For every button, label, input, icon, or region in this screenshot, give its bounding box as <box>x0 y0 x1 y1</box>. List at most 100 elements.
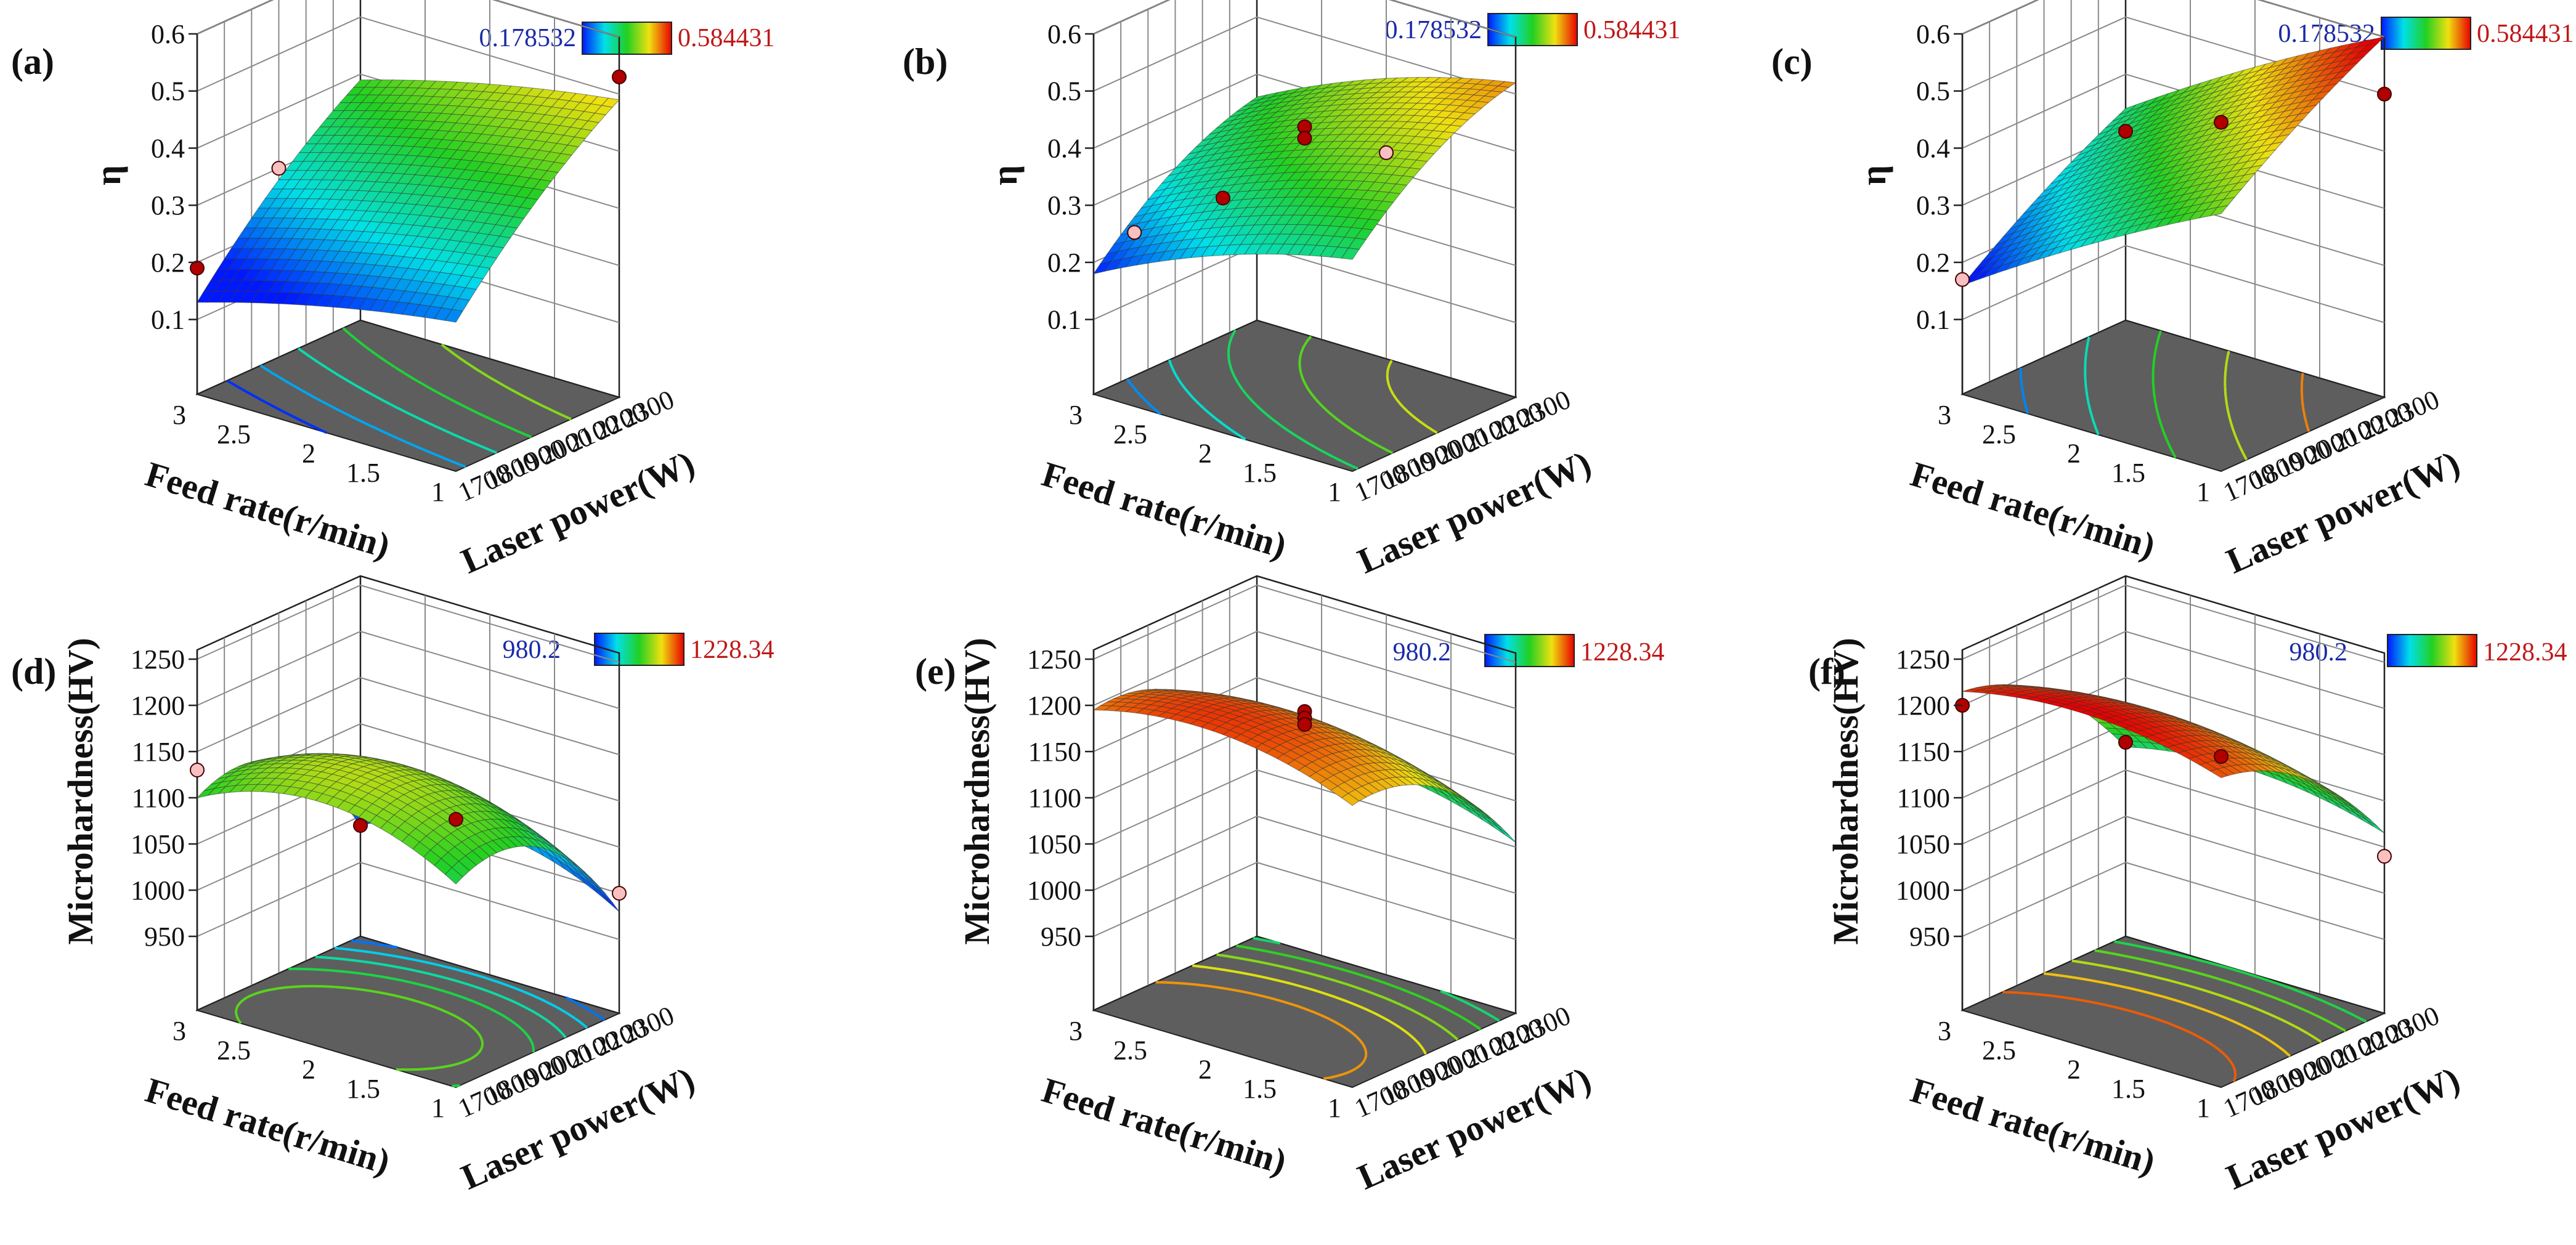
z-tick-label: 0.4 <box>151 133 185 163</box>
grid-line <box>1093 769 1516 848</box>
contour-line <box>2114 940 2367 1023</box>
z-axis-title: η <box>1853 165 1893 185</box>
contour-line <box>2019 368 2030 415</box>
design-points <box>190 763 627 901</box>
z-tick-label: 950 <box>144 922 185 952</box>
z-axis-title: Microhardness(HV) <box>1826 638 1866 944</box>
z-tick-label: 1050 <box>1896 829 1950 859</box>
z-tick-label: 1200 <box>131 691 185 721</box>
contour-lines <box>235 939 606 1087</box>
contour-line <box>1253 936 1500 1022</box>
grid-line <box>1093 676 1516 755</box>
y-tick-label: 1.5 <box>2111 1074 2145 1104</box>
z-tick-label: 0.4 <box>1047 133 1081 163</box>
colorbar: 980.2 1228.34 <box>1393 634 1665 667</box>
panel-d: (d) 980.2 1228.34 950 1000 1050 1100 1150 120… <box>11 575 774 1198</box>
contour-floor <box>1960 935 2386 1089</box>
grid-line <box>197 16 620 95</box>
grid-line <box>1093 16 1516 95</box>
contour-line <box>259 364 466 468</box>
x-tick-label: 2300 <box>617 384 678 434</box>
y-tick-label: 1.5 <box>346 458 380 488</box>
z-tick-label: 0.2 <box>1916 248 1950 278</box>
grid-line <box>1962 73 2385 152</box>
grid-line <box>1093 630 1516 709</box>
response-surface <box>1092 76 1517 275</box>
grid-line <box>1093 861 1516 940</box>
grid-line <box>1962 630 2385 709</box>
contour-line <box>1298 335 1394 455</box>
z-tick-label: 1100 <box>1897 783 1950 813</box>
z-tick-label: 0.4 <box>1916 133 1950 163</box>
contour-line <box>1126 378 1161 415</box>
colorbar-max-label: 0.584431 <box>2477 20 2574 48</box>
y-tick-label: 2 <box>2067 439 2081 469</box>
contour-line <box>2224 351 2248 461</box>
panel-label: (d) <box>11 651 56 692</box>
y-tick-label: 1.5 <box>1243 458 1277 488</box>
colorbar: 980.2 1228.34 <box>503 633 774 666</box>
colorbar-max-label: 1228.34 <box>1580 638 1665 667</box>
grid-line <box>197 630 620 709</box>
z-axis-title: η <box>985 165 1025 185</box>
response-surface <box>197 79 620 323</box>
grid-line <box>1962 245 2385 323</box>
colorbar: 0.178532 0.584431 <box>479 22 775 55</box>
y-tick-label: 3 <box>1938 1016 1951 1046</box>
z-axis: 950 1000 1050 1100 1150 1200 1250 Microhardness… <box>60 638 197 952</box>
z-tick-label: 1150 <box>1028 737 1081 767</box>
grid-line <box>1962 815 2385 894</box>
design-points <box>1127 119 1394 240</box>
colorbar-min-label: 0.178532 <box>1385 16 1482 44</box>
y-tick-label: 3 <box>1938 400 1951 430</box>
x-tick-label: 2300 <box>1513 384 1575 434</box>
z-tick-label: 0.6 <box>1916 19 1950 49</box>
surface-cell <box>444 867 463 885</box>
surface-cell <box>1341 793 1360 806</box>
y-tick-label: 2.5 <box>217 419 251 449</box>
y-tick-label: 1 <box>2196 477 2210 507</box>
design-point <box>612 886 627 901</box>
panel-label: (a) <box>11 41 54 82</box>
z-tick-label: 1100 <box>132 783 185 813</box>
grid-line <box>197 0 620 38</box>
contour-lines <box>2002 940 2367 1082</box>
grid-line <box>1962 584 2385 663</box>
response-surface <box>196 753 620 912</box>
design-point <box>1297 131 1312 146</box>
panel-label: (c) <box>1771 41 1813 82</box>
design-point <box>1955 272 1970 287</box>
colorbar-max-label: 1228.34 <box>690 636 774 664</box>
design-point <box>612 69 627 84</box>
y-tick-label: 1.5 <box>346 1074 380 1104</box>
grid-line <box>1962 0 2385 38</box>
z-tick-label: 1200 <box>1896 691 1950 721</box>
y-tick-label: 2 <box>302 439 315 469</box>
y-tick-label: 3 <box>1069 400 1083 430</box>
grid-line <box>1093 584 1516 663</box>
contour-line <box>2002 991 2237 1082</box>
y-tick-label: 2.5 <box>1982 1035 2016 1065</box>
contour-line <box>2043 972 2291 1057</box>
contour-line <box>1155 981 1368 1081</box>
grid-line <box>1962 769 2385 848</box>
z-tick-label: 0.3 <box>1047 190 1081 221</box>
contour-line <box>1216 953 1459 1041</box>
contour-lines <box>1155 936 1500 1081</box>
z-tick-label: 0.5 <box>151 76 185 107</box>
contour-line <box>1236 944 1482 1031</box>
contour-lines <box>226 327 572 468</box>
z-tick-label: 1150 <box>132 737 185 767</box>
contour-line <box>226 379 327 434</box>
response-surface <box>1092 689 1516 843</box>
contour-line <box>2300 373 2310 432</box>
design-point <box>1216 190 1230 206</box>
z-tick-label: 0.5 <box>1916 76 1950 107</box>
design-point <box>190 261 205 276</box>
z-axis-title: η <box>88 165 128 185</box>
grid-line <box>1093 815 1516 894</box>
z-tick-label: 0.3 <box>151 190 185 221</box>
grid-line <box>1962 676 2385 755</box>
z-tick-label: 1100 <box>1028 783 1081 813</box>
